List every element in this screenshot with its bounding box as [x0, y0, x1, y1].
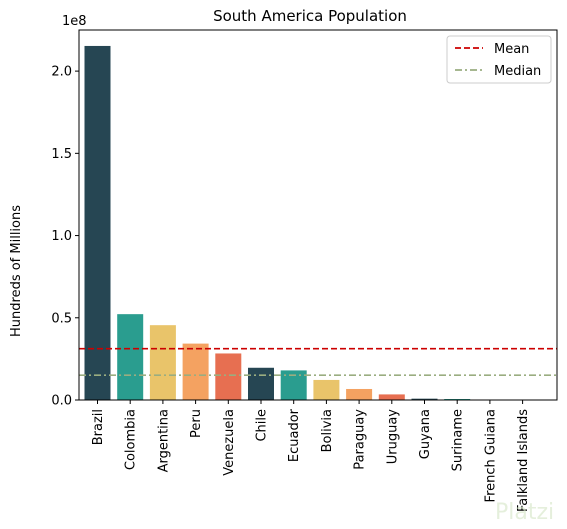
bar-argentina	[149, 325, 176, 400]
x-tick-label: Colombia	[124, 409, 139, 470]
y-tick-label: 2.0	[51, 65, 72, 80]
bar-guyana	[411, 398, 438, 400]
watermark: Platzi	[495, 500, 554, 525]
bars-layer	[84, 45, 536, 400]
bar-colombia	[117, 314, 144, 400]
y-tick-label: 0.5	[51, 311, 72, 326]
x-tick-label: French Guiana	[483, 409, 498, 502]
bar-brazil	[84, 45, 111, 400]
x-tick-label: Falkland Islands	[516, 409, 531, 512]
legend: Mean Median	[446, 35, 552, 84]
x-tick-label: Guyana	[418, 409, 433, 459]
x-tick-label: Venezuela	[222, 409, 237, 476]
y-tick-label: 0.0	[51, 394, 72, 409]
y-axis-label: Hundreds of Millions	[9, 205, 24, 337]
x-tick-label: Brazil	[91, 409, 106, 445]
axes	[78, 29, 558, 401]
offset-text: 1e8	[62, 14, 87, 29]
x-tick-label: Ecuador	[287, 408, 302, 462]
bar-chile	[248, 367, 274, 400]
bar-peru	[182, 343, 209, 400]
y-tick-label: 1.0	[51, 229, 72, 244]
plot-frame	[78, 29, 558, 401]
legend-median-label: Median	[494, 64, 541, 79]
bar-venezuela	[215, 353, 242, 400]
x-tick-label: Bolivia	[320, 409, 335, 452]
chart-title: South America Population	[213, 7, 407, 25]
bar-bolivia	[313, 379, 340, 400]
x-tick-label: Argentina	[156, 409, 171, 472]
x-tick-label: Suriname	[451, 409, 466, 471]
x-tick-label: Chile	[255, 409, 270, 442]
y-tick-label: 1.5	[51, 147, 72, 162]
bar-uruguay	[378, 394, 405, 400]
x-tick-label: Paraguay	[353, 409, 368, 470]
reference-lines	[79, 347, 557, 376]
x-ticks: Brazil Colombia Argentina Peru Venezuela Chil…	[91, 400, 531, 512]
x-tick-label: Peru	[189, 409, 204, 438]
y-ticks: 0.0 0.5 1.0 1.5 2.0	[51, 65, 79, 409]
bar-paraguay	[346, 388, 373, 400]
legend-mean-label: Mean	[494, 42, 529, 57]
x-tick-label: Uruguay	[385, 409, 400, 465]
